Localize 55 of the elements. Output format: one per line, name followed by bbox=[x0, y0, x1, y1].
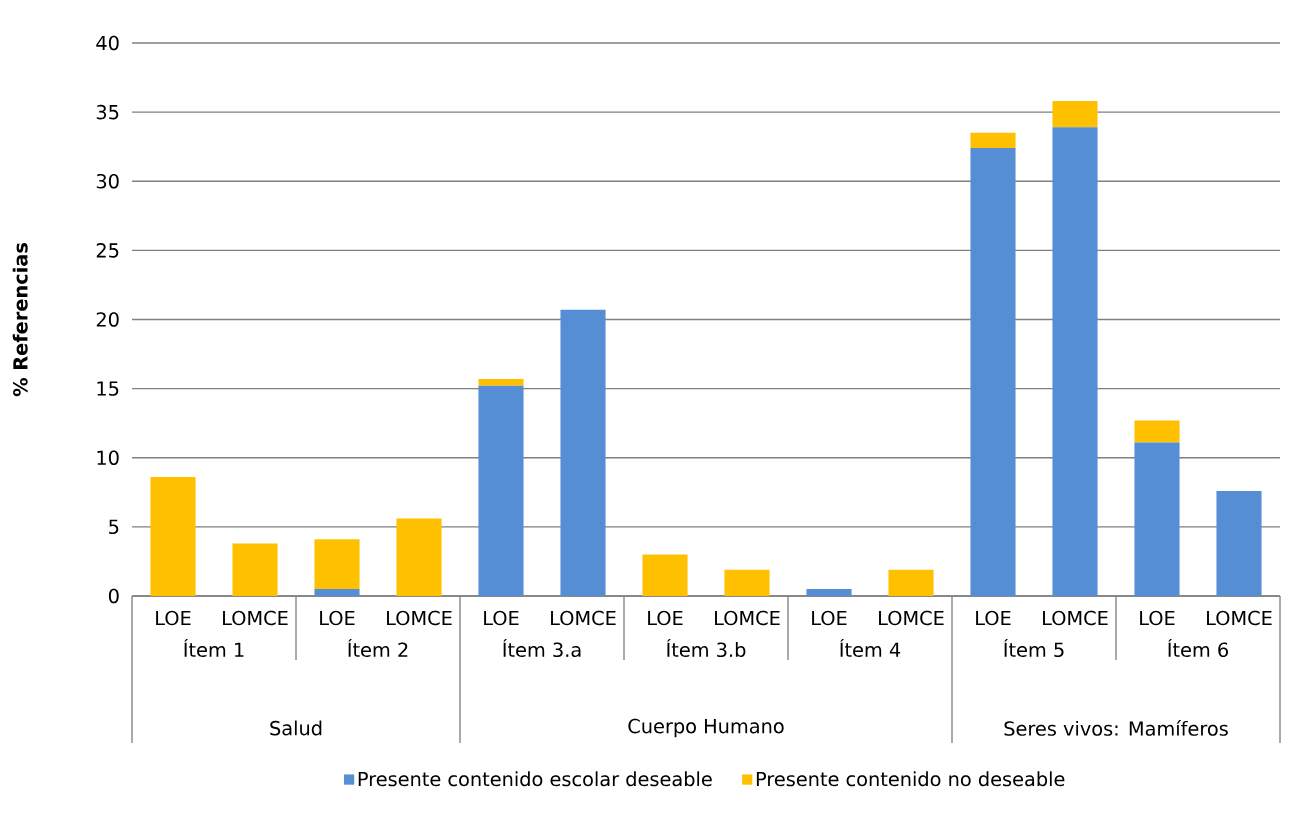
y-tick-label: 20 bbox=[96, 312, 119, 327]
bar bbox=[232, 543, 278, 596]
x-tick-label: LOMCE bbox=[1043, 610, 1108, 626]
legend-label: Presente contenido no deseable bbox=[756, 771, 1065, 787]
y-tick-label: 35 bbox=[96, 104, 119, 120]
y-tick-label: 10 bbox=[97, 450, 119, 466]
y-tick-label: 5 bbox=[109, 519, 119, 535]
bar bbox=[642, 554, 688, 596]
bar bbox=[970, 132, 1016, 149]
text: Ítem 4 bbox=[840, 638, 901, 658]
bar bbox=[724, 569, 770, 596]
bar bbox=[806, 589, 852, 596]
x-tick-label: LOE bbox=[648, 610, 683, 626]
bar bbox=[396, 518, 442, 596]
text: Ítem 3.b bbox=[667, 638, 746, 658]
bar bbox=[888, 569, 934, 596]
x-tick-label: LOE bbox=[484, 610, 519, 626]
x-tick-label: LOE bbox=[320, 610, 355, 626]
bar bbox=[478, 378, 524, 386]
bar bbox=[1134, 442, 1180, 596]
bar bbox=[314, 589, 360, 596]
y-tick-label: 25 bbox=[96, 243, 119, 258]
x-tick-label: LOMCE bbox=[387, 610, 452, 626]
y-tick-label: 30 bbox=[96, 173, 119, 189]
y-axis-title: % Referencias bbox=[12, 243, 28, 397]
bar bbox=[1134, 420, 1180, 443]
text: Ítem 6 bbox=[1168, 638, 1228, 658]
y-tick-label: 0 bbox=[108, 588, 119, 604]
bar bbox=[1216, 490, 1262, 596]
x-tick-label: LOMCE bbox=[551, 610, 616, 626]
legend-label: Presente contenido escolar deseable bbox=[358, 771, 712, 787]
x-tick-label: LOMCE bbox=[879, 610, 944, 626]
x-tick-label: LOE bbox=[156, 610, 191, 626]
bar bbox=[1052, 101, 1098, 128]
text: Ítem 5 bbox=[1004, 638, 1064, 658]
bar bbox=[560, 309, 606, 596]
x-tick-label: LOE bbox=[976, 610, 1011, 626]
text: Cuerpo Humano bbox=[628, 718, 784, 738]
bar bbox=[150, 477, 196, 596]
text: Ítem 3.a bbox=[503, 638, 581, 658]
y-tick-label: 15 bbox=[97, 381, 119, 396]
x-tick-label: LOMCE bbox=[715, 610, 780, 626]
bar bbox=[1052, 127, 1098, 596]
text: Salud bbox=[270, 720, 322, 736]
x-tick-label: LOMCE bbox=[223, 610, 288, 626]
bar bbox=[970, 148, 1016, 596]
x-tick-label: LOE bbox=[812, 610, 847, 626]
text: Seres vivos: Mamíferos bbox=[1004, 720, 1228, 736]
text: Ítem 1 bbox=[184, 638, 244, 658]
x-tick-label: LOMCE bbox=[1207, 610, 1272, 626]
bar bbox=[314, 539, 360, 590]
text: Ítem 2 bbox=[348, 638, 408, 658]
y-tick-label: 40 bbox=[96, 35, 119, 51]
bar bbox=[478, 385, 524, 596]
x-tick-label: LOE bbox=[1140, 610, 1175, 626]
